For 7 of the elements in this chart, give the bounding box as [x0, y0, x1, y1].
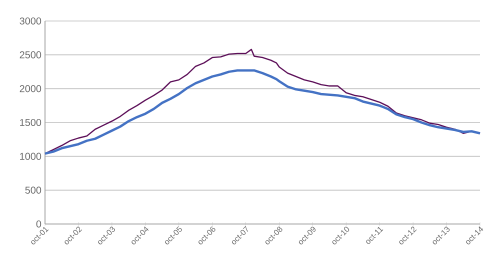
y-tick-label: 2000: [20, 85, 42, 92]
y-tick-label: 0: [36, 220, 42, 228]
y-tick-label: 3000: [20, 17, 42, 25]
y-tick-label: 500: [25, 186, 42, 194]
y-tick-label: 1500: [20, 118, 42, 126]
y-tick-label: 2500: [20, 51, 42, 58]
y-tick-label: 1000: [20, 152, 42, 160]
